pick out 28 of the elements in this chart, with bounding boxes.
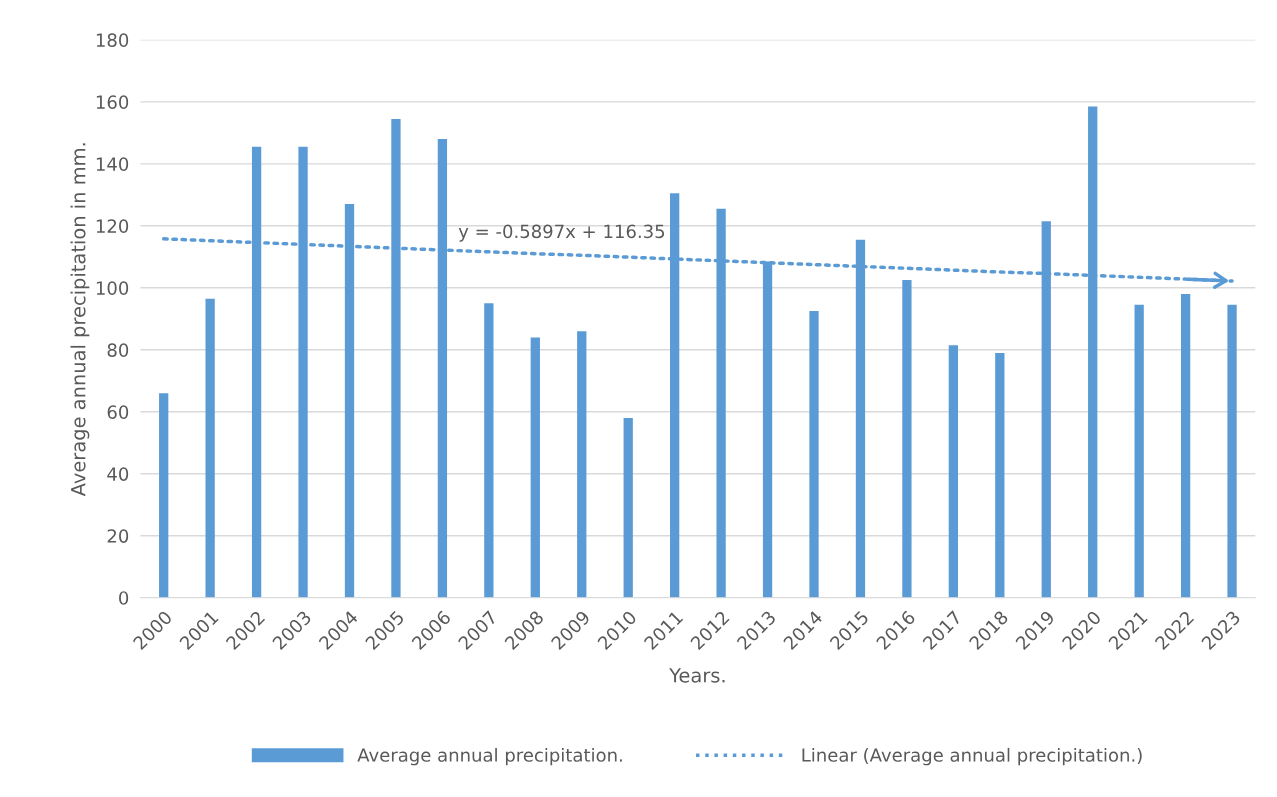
y-tick-label: 20 (107, 529, 129, 543)
x-axis-title: Years. (669, 668, 725, 683)
bar (623, 417, 633, 598)
bar (948, 345, 959, 598)
bar (577, 331, 587, 598)
y-tick-label: 160 (96, 95, 129, 109)
y-tick-label: 0 (119, 591, 129, 605)
bar (1134, 304, 1144, 598)
y-tick-label: 80 (107, 343, 129, 357)
y-tick-label: 120 (96, 219, 129, 233)
bar (902, 280, 912, 598)
y-tick-label: 40 (107, 467, 129, 481)
annotation: y = -0.5897x + 116.35 (458, 224, 665, 242)
bar (530, 337, 540, 598)
legend-label: Average annual precipitation. (357, 747, 622, 766)
y-tick-label: 140 (96, 157, 129, 171)
bar (809, 311, 819, 598)
y-axis-title: Average annual precipitation in mm. (70, 143, 90, 497)
bar (1180, 294, 1191, 598)
bar (484, 303, 494, 598)
bar (1227, 304, 1237, 598)
bar (995, 352, 1005, 598)
legend-label: Linear (Average annual precipitation.) (802, 747, 1142, 766)
y-tick-label: 60 (107, 405, 129, 419)
y-tick-label: 180 (96, 33, 129, 47)
y-tick-label: 100 (96, 281, 129, 295)
bar (159, 393, 169, 598)
bar (205, 298, 215, 598)
